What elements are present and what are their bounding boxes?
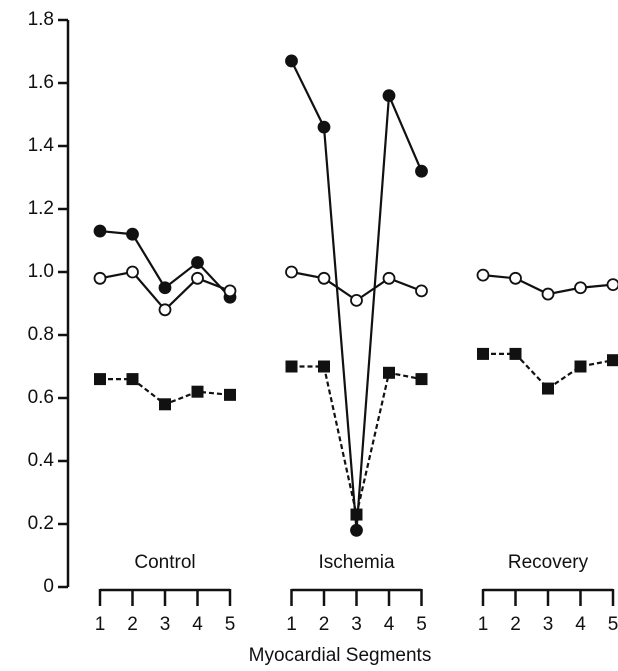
x-tick-label: 2: [319, 614, 330, 635]
y-tick-label: 1.4: [28, 135, 55, 156]
marker: [382, 271, 396, 285]
marker: [541, 287, 555, 301]
marker: [191, 271, 204, 285]
marker: [415, 284, 428, 298]
x-tick-label: 3: [543, 614, 554, 635]
marker: [574, 360, 587, 373]
marker: [318, 360, 330, 373]
marker: [126, 227, 139, 241]
x-tick-label: 2: [510, 614, 521, 635]
y-tick-label: 1.8: [28, 9, 54, 30]
x-tick-label: 4: [192, 614, 203, 635]
y-tick-label: 0.2: [28, 513, 54, 534]
marker: [224, 388, 236, 401]
marker: [317, 271, 331, 285]
marker: [158, 281, 172, 295]
marker: [476, 268, 490, 282]
x-tick-label: 5: [608, 614, 618, 635]
marker: [93, 224, 107, 238]
group-label: Recovery: [508, 552, 589, 573]
marker: [285, 360, 298, 373]
marker: [542, 382, 554, 395]
y-tick-label: 0.4: [28, 450, 55, 471]
marker: [285, 54, 298, 68]
marker: [415, 373, 428, 386]
x-tick-label: 1: [478, 614, 489, 635]
marker: [93, 271, 107, 285]
x-tick-label: 1: [286, 614, 297, 635]
x-tick-label: 5: [416, 614, 427, 635]
marker: [509, 347, 522, 360]
x-tick-label: 5: [225, 614, 236, 635]
marker: [574, 281, 587, 295]
marker: [350, 508, 363, 521]
y-tick-label: 0.6: [28, 387, 54, 408]
y-tick-label: 0.8: [28, 324, 54, 345]
y-tick-label: 0: [43, 576, 54, 597]
group-label: Control: [134, 552, 195, 573]
x-tick-label: 4: [384, 614, 395, 635]
x-tick-label: 3: [160, 614, 171, 635]
marker: [382, 89, 396, 102]
marker: [350, 523, 363, 537]
y-tick-label: 1.0: [28, 261, 54, 282]
marker: [159, 398, 171, 411]
x-tick-label: 2: [127, 614, 138, 635]
marker: [383, 366, 395, 379]
x-tick-label: 1: [95, 614, 106, 635]
group-label: Ischemia: [318, 552, 394, 573]
marker: [94, 373, 106, 386]
marker: [126, 373, 139, 386]
y-tick-label: 1.2: [28, 198, 54, 219]
marker: [607, 354, 618, 367]
marker: [158, 303, 172, 317]
marker: [126, 265, 139, 279]
marker: [415, 164, 428, 178]
marker: [285, 265, 298, 279]
x-tick-label: 4: [575, 614, 586, 635]
x-axis-label: Myocardial Segments: [249, 645, 432, 666]
series-line: [291, 365, 422, 515]
marker: [350, 293, 363, 307]
marker: [191, 385, 204, 398]
marker: [509, 271, 522, 285]
marker: [477, 347, 489, 360]
marker: [223, 284, 237, 298]
marker: [606, 278, 618, 291]
y-tick-label: 1.6: [28, 72, 54, 93]
marker: [317, 120, 331, 134]
marker: [191, 256, 204, 269]
x-tick-label: 3: [351, 614, 362, 635]
